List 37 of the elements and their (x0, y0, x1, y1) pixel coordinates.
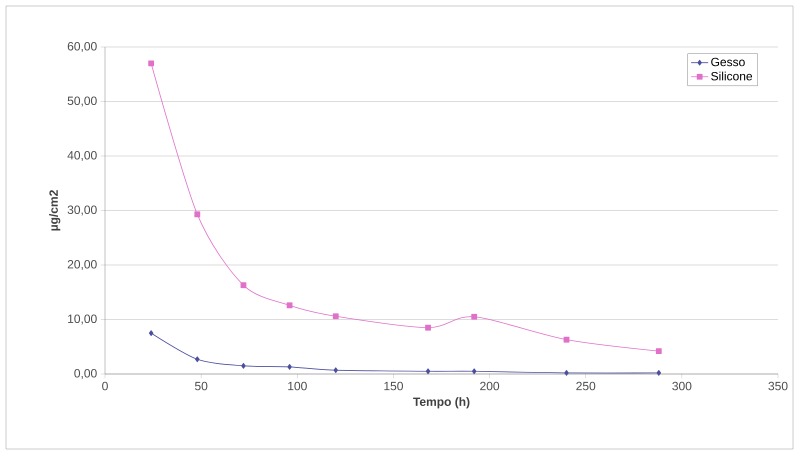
point (287, 364, 292, 370)
point (333, 367, 338, 374)
point (240, 282, 246, 288)
x-tick-label: 100 (288, 382, 307, 390)
y-tick-label: 60,00 (68, 42, 97, 52)
y-tick-label: 10,00 (68, 314, 97, 324)
point (148, 330, 154, 336)
legend-label: Silicone (711, 72, 752, 80)
y-tick-label: 0,00 (74, 369, 97, 379)
point (332, 313, 339, 320)
y-tick-label: 20,00 (68, 260, 97, 270)
point (425, 324, 431, 331)
point (194, 211, 200, 218)
x-tick-label: 0 (102, 382, 108, 390)
x-tick-label: 250 (576, 382, 596, 390)
x-tick-label: 200 (480, 382, 500, 390)
x-tick-label: 300 (672, 382, 692, 390)
legend-label: Gesso (711, 58, 745, 66)
y-axis-title: µg/cm2 (49, 190, 60, 231)
point (148, 60, 154, 66)
point (286, 302, 292, 308)
point (471, 314, 478, 320)
x-axis-title: Tempo (h) (413, 397, 470, 408)
point (195, 356, 200, 362)
point (564, 336, 570, 343)
x-tick-label: 350 (768, 382, 788, 390)
point (656, 348, 662, 354)
y-tick-label: 40,00 (67, 151, 97, 161)
x-tick-label: 50 (194, 382, 208, 390)
point (656, 370, 662, 376)
point (241, 362, 246, 369)
y-tick-label: 50,00 (68, 96, 97, 106)
y-tick-label: 30,00 (68, 206, 97, 216)
point (472, 368, 476, 374)
point (564, 370, 569, 376)
point (426, 368, 430, 374)
x-tick-label: 150 (384, 382, 403, 390)
